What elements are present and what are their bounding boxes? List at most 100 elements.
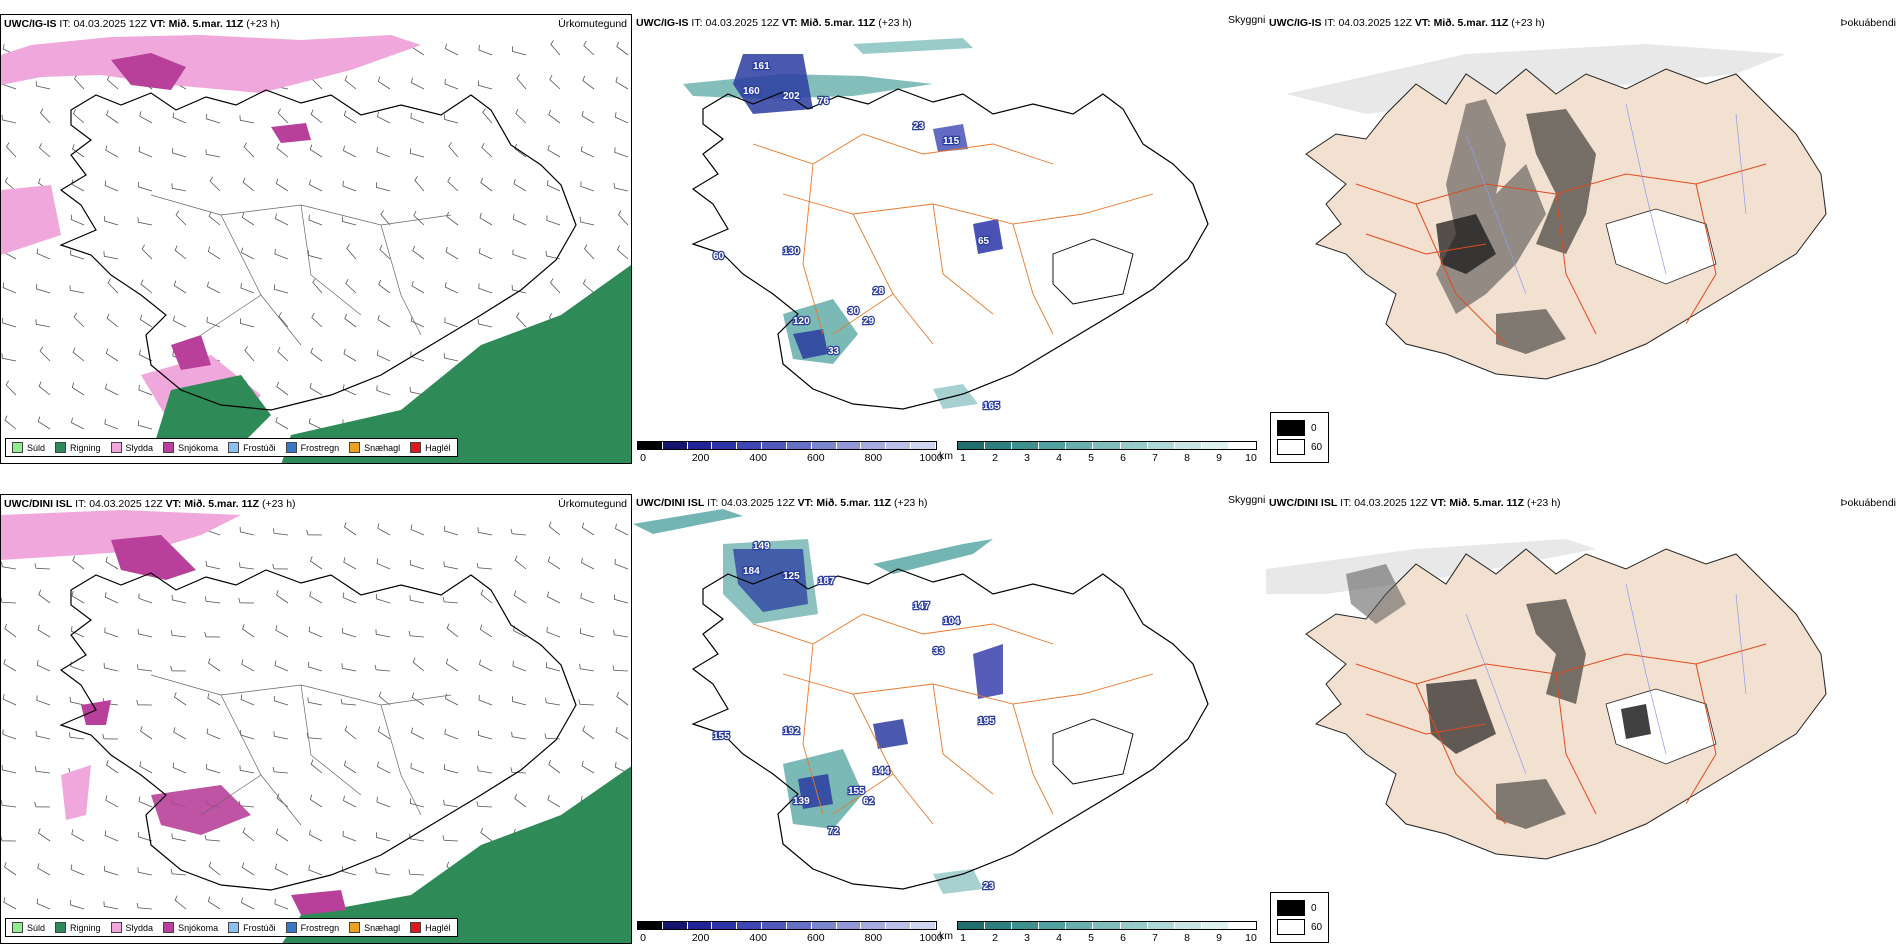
wind-barb <box>38 381 51 396</box>
legend-swatch <box>1277 439 1305 455</box>
colorbar-bin <box>1120 922 1148 929</box>
wind-barb <box>40 108 51 124</box>
wind-barb <box>240 318 255 328</box>
colorbar-bin <box>762 922 787 929</box>
wind-barb <box>547 556 561 570</box>
colorbar-bin <box>1174 442 1202 449</box>
wind-barb <box>70 864 85 876</box>
legend-swatch <box>12 442 23 453</box>
legend-item: Snjókoma <box>163 922 218 933</box>
wind-barb <box>35 730 51 740</box>
wind-barb <box>71 382 85 396</box>
wind-barb <box>580 181 595 192</box>
low-cloud-area <box>798 774 833 809</box>
wind-barb <box>171 833 187 842</box>
colorbar-tick: 9 <box>1216 932 1222 944</box>
wind-barb <box>138 593 153 604</box>
snow-area <box>291 890 346 915</box>
wind-barb <box>378 691 391 706</box>
precip-type-legend: Súld Rigning Slydda Snjókoma Frostúði Fr… <box>5 438 458 457</box>
wind-barb <box>239 562 255 570</box>
precip-type-map <box>1 35 631 463</box>
station-value-label: 104 <box>943 616 960 627</box>
snow-area <box>111 53 186 90</box>
wind-barb <box>309 794 323 808</box>
wind-barb <box>344 522 357 536</box>
colorbar-tick: 3 <box>1024 932 1030 944</box>
wind-barb <box>614 112 629 124</box>
wind-barb <box>1 835 17 842</box>
wind-barb <box>514 555 527 570</box>
wind-barb <box>69 285 85 294</box>
wind-barb <box>376 593 391 604</box>
colorbar-tick: 8 <box>1184 452 1190 464</box>
colorbar-bin <box>1039 922 1067 929</box>
wind-barb <box>511 731 527 740</box>
wind-barb <box>4 177 17 192</box>
colorbar-tick: 6 <box>1120 932 1126 944</box>
wind-barb <box>310 109 323 124</box>
wind-barb <box>277 108 289 124</box>
wind-barb <box>207 693 221 706</box>
wind-barb <box>104 180 119 192</box>
wind-barb <box>136 902 153 910</box>
wind-barb <box>411 77 425 90</box>
low-cloud-area <box>873 719 908 749</box>
legend-swatch <box>55 922 67 933</box>
colorbar-bin <box>1147 442 1175 449</box>
wind-barb <box>105 556 119 570</box>
colorbar-bin <box>985 442 1013 449</box>
wind-barb <box>138 146 153 158</box>
wind-barb <box>241 862 255 876</box>
wind-barb <box>3 897 17 910</box>
wind-barb <box>175 210 187 226</box>
wind-barb <box>274 898 289 910</box>
legend-item: Súld <box>12 922 45 933</box>
wind-barb <box>173 315 187 328</box>
wind-barb <box>2 694 17 706</box>
station-value-label: 155 <box>713 731 730 742</box>
legend-item: Rigning <box>55 442 101 453</box>
wind-barb <box>140 726 153 740</box>
colorbar-bin <box>886 442 912 449</box>
wind-barb <box>173 280 187 294</box>
wind-barb <box>37 863 51 876</box>
wind-barb <box>173 727 187 740</box>
wind-barb <box>410 148 425 158</box>
wind-barb <box>70 626 85 638</box>
wind-barb <box>137 867 153 876</box>
station-value-label: 120 <box>793 316 810 327</box>
wind-barb <box>4 415 17 430</box>
colorbar-bin <box>786 442 812 449</box>
wind-barb <box>272 766 289 774</box>
panel-type-label: Þokuábendi <box>1840 17 1896 29</box>
wind-barb <box>343 760 357 774</box>
wind-barb <box>477 318 493 328</box>
glacier <box>1605 208 1717 285</box>
wind-barb <box>4 862 17 876</box>
colorbar-tick: 600 <box>807 452 825 464</box>
wind-barb <box>444 764 459 774</box>
wind-barb <box>510 528 527 536</box>
colorbar-tick: 1000 <box>919 932 943 944</box>
colorbar-tick: 400 <box>749 932 767 944</box>
fog-index-panel-2: UWC/DINI ISL IT: 04.03.2025 12Z VT: Mið.… <box>1266 494 1900 944</box>
colorbar-tick: 1000 <box>919 452 943 464</box>
wind-barb <box>512 46 527 56</box>
panel-title: UWC/DINI ISL IT: 04.03.2025 12Z VT: Mið.… <box>636 497 928 509</box>
visibility-label: Skyggni <box>1228 14 1265 26</box>
colorbar-bin <box>911 922 936 929</box>
panel-type-label: Þokuábendi <box>1840 497 1896 509</box>
colorbar-tick: 7 <box>1152 932 1158 944</box>
wind-barb <box>614 558 629 570</box>
wind-barb <box>613 182 629 192</box>
wind-barb <box>377 76 391 90</box>
wind-barb <box>377 314 391 328</box>
wind-barb <box>411 727 425 740</box>
colorbar-bin <box>638 442 663 449</box>
wind-barb <box>616 245 629 260</box>
wind-barb <box>106 313 119 328</box>
low-cloud-area <box>733 54 813 114</box>
wind-barb <box>172 112 187 124</box>
wind-barb <box>103 251 119 260</box>
